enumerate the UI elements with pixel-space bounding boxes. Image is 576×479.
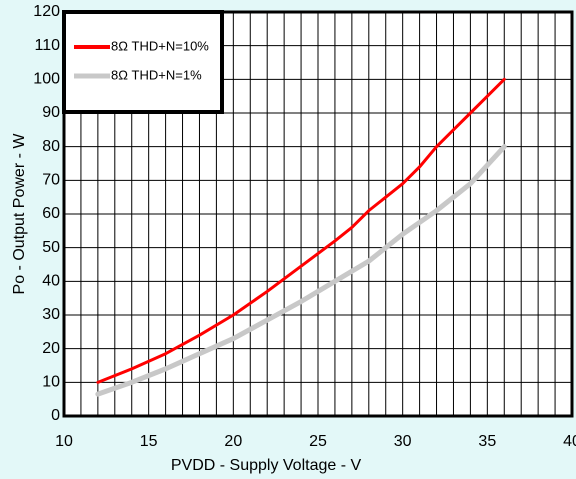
y-tick-label: 40 [42, 273, 60, 290]
legend-box [62, 10, 224, 114]
y-tick-label: 100 [33, 71, 60, 88]
y-tick-label: 20 [42, 340, 60, 357]
y-tick-label: 30 [42, 306, 60, 323]
x-tick-label: 30 [394, 433, 412, 450]
x-tick-label: 25 [309, 433, 327, 450]
y-tick-label: 70 [42, 172, 60, 189]
y-axis-label: Po - Output Power - W [11, 133, 28, 295]
y-tick-label: 10 [42, 374, 60, 391]
series-line [96, 77, 506, 384]
y-tick-label: 90 [42, 104, 60, 121]
x-tick-label: 20 [224, 433, 242, 450]
y-tick-label: 0 [51, 407, 60, 424]
legend-label: 8Ω THD+N=10% [111, 38, 209, 53]
x-tick-label: 15 [140, 433, 158, 450]
y-tick-label: 110 [34, 37, 60, 54]
y-tick-label: 50 [42, 239, 60, 256]
x-tick-label: 10 [55, 433, 73, 450]
x-tick-label: 35 [478, 433, 496, 450]
plot-border [62, 10, 574, 418]
legend-label: 8Ω THD+N=1% [111, 67, 202, 82]
x-tick-label: 40 [563, 433, 576, 450]
x-axis-label: PVDD - Supply Voltage - V [171, 457, 362, 474]
y-tick-label: 80 [42, 138, 60, 155]
y-tick-label: 120 [33, 3, 60, 20]
series-line [95, 144, 507, 397]
y-tick-label: 60 [42, 205, 60, 222]
